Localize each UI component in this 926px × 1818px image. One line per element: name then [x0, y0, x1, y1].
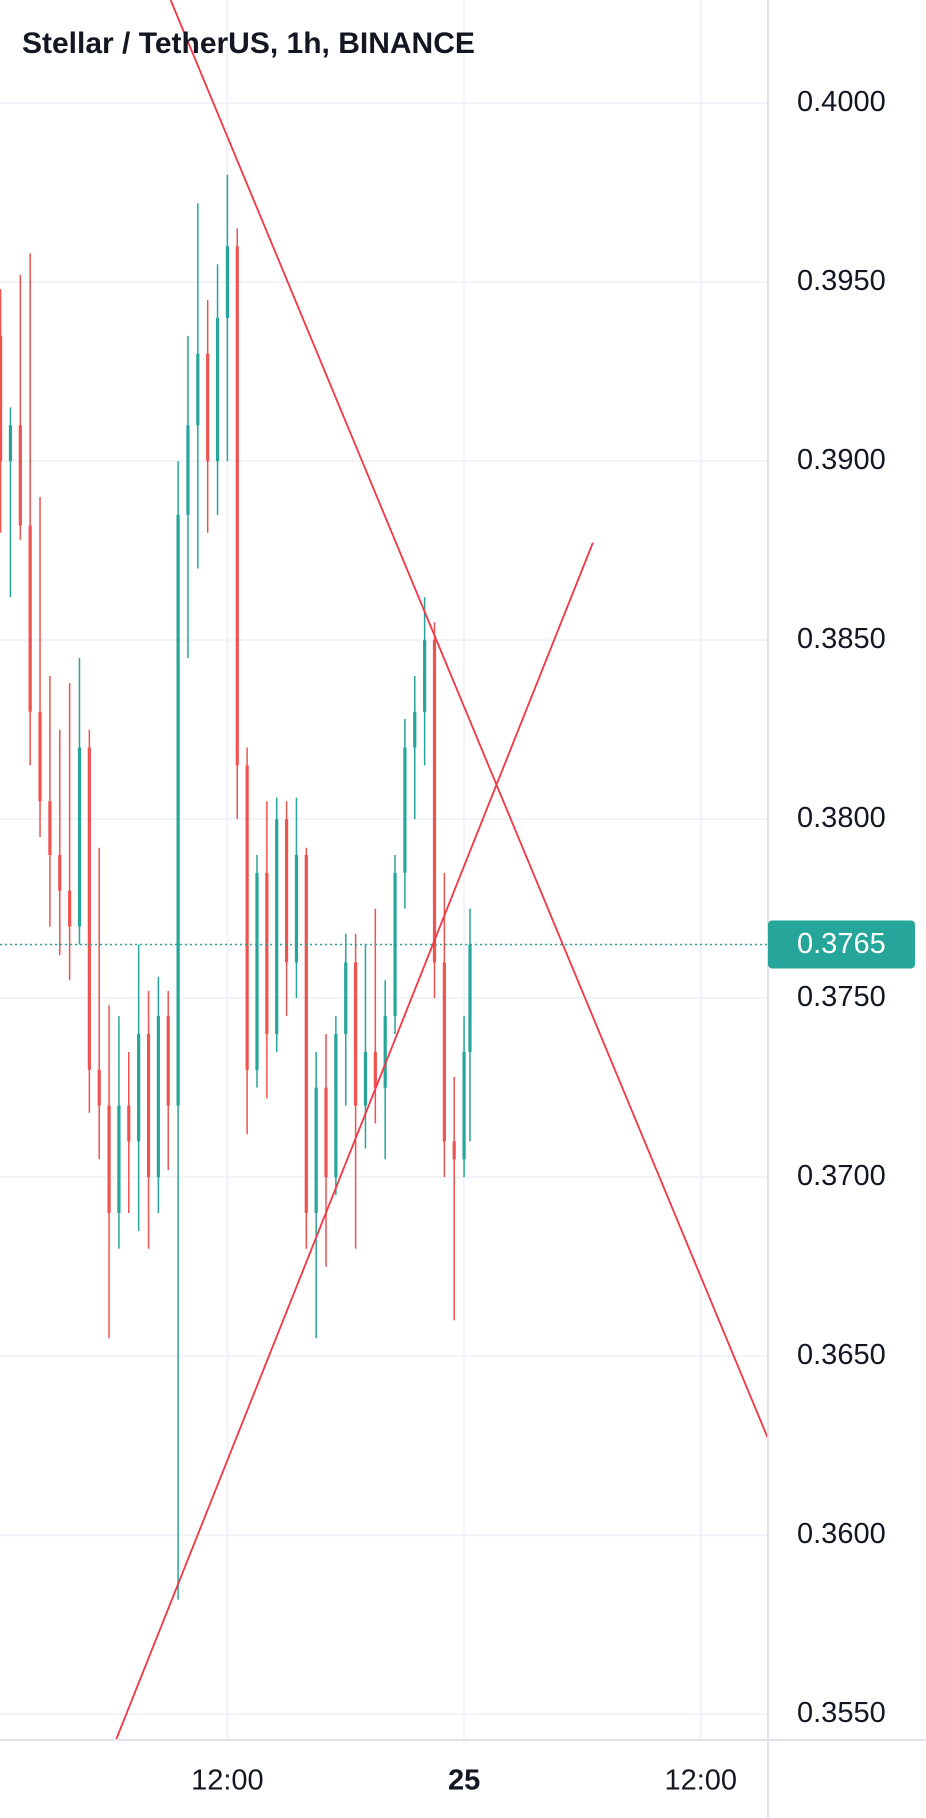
- y-tick-label: 0.3950: [797, 265, 886, 297]
- candle-body: [432, 640, 437, 963]
- candle-body: [403, 747, 407, 873]
- y-tick-label: 0.3750: [797, 981, 886, 1013]
- candle-body: [156, 1016, 160, 1178]
- candle-body: [206, 353, 210, 462]
- last-price-badge: [768, 920, 915, 969]
- candle-body: [0, 335, 3, 462]
- candle-body: [58, 854, 62, 891]
- y-tick-label: 0.3600: [797, 1518, 886, 1550]
- axes: 0.3550 0.3600 0.3650 0.3700 0.3750 0.3800 0.38…: [191, 86, 915, 1797]
- candle-body: [117, 1105, 121, 1213]
- candle-body: [127, 1105, 131, 1142]
- candle-body: [48, 801, 52, 855]
- candle-body: [353, 962, 358, 1106]
- candle-body: [344, 962, 348, 1034]
- chart-title: Stellar / TetherUS, 1h, BINANCE: [22, 27, 475, 60]
- candle-body: [196, 353, 200, 426]
- candle-body: [423, 640, 427, 712]
- candle-body: [18, 425, 22, 526]
- y-tick-label: 0.3800: [797, 802, 886, 834]
- candle-body: [265, 872, 269, 1034]
- candle-body: [324, 1087, 328, 1178]
- candle-body: [77, 747, 82, 927]
- candle-body: [235, 246, 239, 766]
- candle-body: [452, 1141, 456, 1160]
- y-tick-label: 0.3550: [797, 1697, 886, 1729]
- candle-body: [8, 425, 13, 462]
- last-price-label: 0.3765: [797, 928, 886, 960]
- candle-body: [284, 819, 289, 963]
- plot: [0, 0, 769, 1741]
- candle-body: [146, 1033, 151, 1178]
- trend-line: [115, 542, 594, 1741]
- y-tick-label: 0.3650: [797, 1339, 886, 1371]
- y-tick-label: 0.3900: [797, 444, 886, 476]
- x-tick-label: 12:00: [191, 1765, 264, 1797]
- candle-body: [442, 962, 446, 1142]
- candle-body: [137, 1033, 141, 1142]
- candle-body: [314, 1087, 318, 1213]
- candle-body: [413, 711, 417, 748]
- candle-body: [255, 872, 259, 1070]
- candle-body: [176, 514, 180, 1106]
- candle-body: [245, 765, 249, 1070]
- candle-body: [383, 1016, 387, 1088]
- candle-body: [215, 317, 220, 462]
- candle-body: [468, 944, 472, 1052]
- candle-body: [363, 1051, 368, 1106]
- candle-body: [294, 854, 299, 963]
- candle-body: [87, 747, 91, 1070]
- candle-body: [107, 1105, 111, 1213]
- candle-body: [275, 819, 279, 1034]
- candle-body: [68, 890, 72, 927]
- candle-body: [38, 711, 42, 802]
- trend-line: [169, 0, 769, 1439]
- candle-body: [166, 1016, 170, 1106]
- candle-body: [462, 1051, 466, 1160]
- y-tick-label: 0.3700: [797, 1160, 886, 1192]
- candle-body: [304, 854, 308, 1213]
- x-tick-label: 25: [448, 1765, 480, 1797]
- candle-body: [373, 1051, 377, 1088]
- candle-body: [186, 425, 190, 515]
- candle-body: [334, 1033, 338, 1178]
- candle-body: [225, 246, 230, 318]
- x-tick-label: 12:00: [664, 1765, 737, 1797]
- candle-body: [28, 525, 32, 712]
- y-tick-label: 0.3850: [797, 623, 886, 655]
- y-tick-label: 0.4000: [797, 86, 886, 118]
- candle-body: [97, 1069, 101, 1106]
